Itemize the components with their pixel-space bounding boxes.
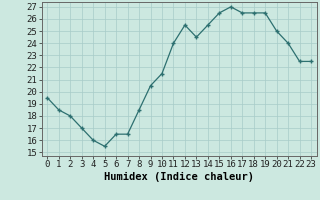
- X-axis label: Humidex (Indice chaleur): Humidex (Indice chaleur): [104, 172, 254, 182]
